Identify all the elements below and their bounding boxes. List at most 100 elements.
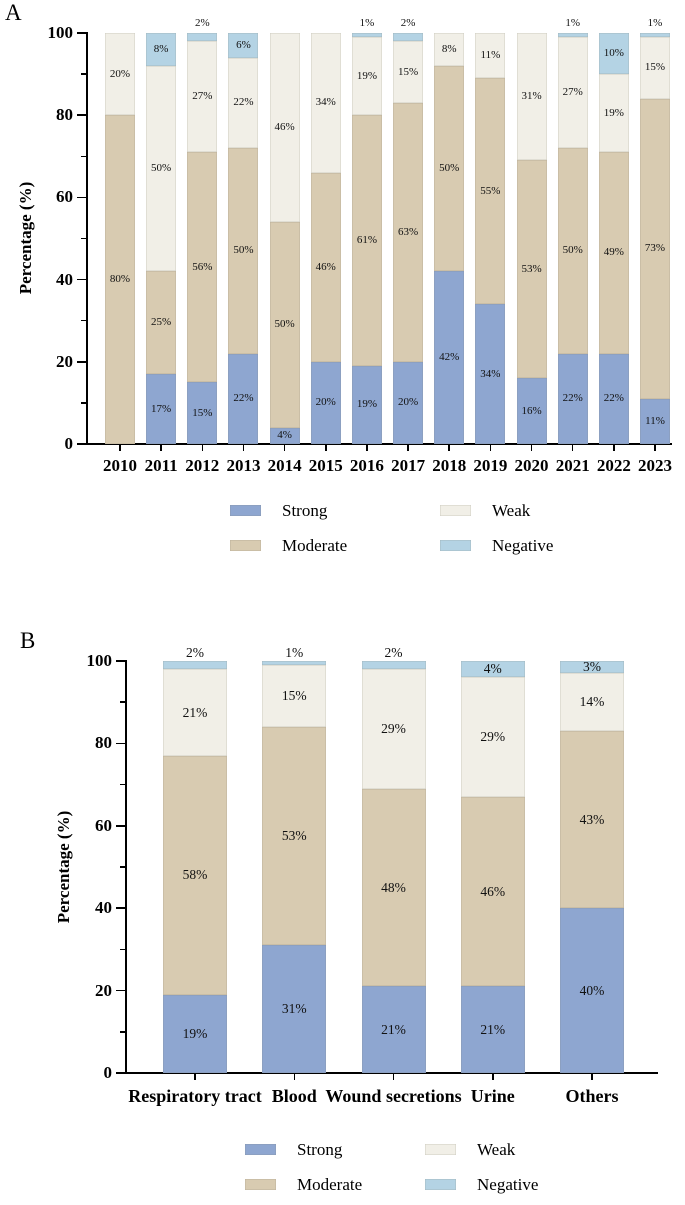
value-label-b-blood-negative: 1% [285,645,304,660]
segment-a-2018-moderate [434,65,465,272]
value-label-a-2011-moderate: 25% [151,316,172,329]
legend-label-b-negative: Negative [477,1175,539,1194]
y-tick-label-a-80: 80 [56,105,73,125]
segment-a-2019-strong [475,304,506,444]
segment-b-urine-moderate [460,796,525,987]
x-tick-a-2011 [160,445,162,451]
segment-b-urine-negative [460,661,525,678]
segment-b-respiratory-tract-moderate [163,755,227,995]
legend-swatch-b-weak [425,1144,456,1155]
value-label-b-wound-secretions-strong: 21% [381,1021,406,1037]
value-label-a-2014-weak: 46% [274,121,295,134]
segment-a-2023-negative [640,33,670,38]
segment-a-2014-moderate [269,222,300,428]
y-axis-a [86,32,88,445]
segment-a-2022-moderate [598,152,629,354]
x-tick-a-2019 [489,445,492,451]
segment-a-2017-weak [393,41,424,103]
panel-a-y-axis-title: Percentage (%) [16,181,35,295]
segment-a-2016-strong [351,365,382,444]
x-tick-a-2016 [366,445,368,451]
segment-a-2020-strong [516,378,547,444]
value-label-b-blood-strong: 31% [281,1001,307,1017]
value-label-a-2018-strong: 42% [439,351,460,364]
value-label-a-2010-weak: 20% [109,67,131,80]
value-label-a-2015-moderate: 46% [315,260,336,273]
value-label-b-urine-negative: 4% [483,661,502,677]
segment-a-2011-negative [146,33,177,66]
value-label-a-2016-weak: 19% [356,69,377,82]
y-tick-label-a-60: 60 [56,187,73,207]
segment-b-urine-strong [460,986,525,1073]
segment-a-2011-weak [146,65,177,272]
value-label-a-2012-moderate: 56% [192,260,213,273]
y-minor-tick-b-70 [120,783,125,786]
y-major-tick-b-80 [116,742,125,745]
y-major-tick-a-60 [77,196,86,199]
segment-a-2013-weak [228,57,259,149]
value-label-a-2022-weak: 19% [603,106,624,119]
segment-a-2021-strong [557,353,588,444]
segment-b-others-moderate [560,731,624,909]
value-label-a-2017-strong: 20% [397,396,419,409]
y-major-tick-a-20 [77,361,86,363]
y-tick-label-a-20: 20 [56,351,73,371]
segment-a-2014-strong [269,427,300,444]
x-label-b-others: Others [565,1086,619,1106]
segment-a-2013-negative [228,33,259,58]
x-tick-a-2012 [201,445,204,451]
y-minor-tick-a-90 [81,73,86,75]
value-label-a-2021-negative: 1% [565,17,581,29]
value-label-a-2014-strong: 4% [277,429,292,442]
value-label-a-2011-weak: 50% [151,162,172,175]
legend-label-a-moderate: Moderate [282,536,348,555]
segment-a-2020-weak [516,33,547,161]
x-axis-a [86,443,672,445]
x-tick-a-2014 [283,445,286,451]
value-label-b-urine-strong: 21% [480,1021,506,1037]
value-label-a-2013-negative: 6% [236,38,251,51]
y-major-tick-a-0 [77,443,86,445]
x-label-a-2020: 2020 [514,456,549,475]
x-tick-a-2021 [571,445,574,451]
y-tick-label-a-0: 0 [64,434,74,453]
segment-a-2022-negative [598,33,629,75]
y-tick-label-b-20: 20 [95,980,112,1000]
segment-a-2015-strong [310,361,341,444]
value-label-a-2022-moderate: 49% [603,246,624,259]
segment-a-2021-moderate [557,148,588,354]
segment-a-2010-moderate [105,115,135,444]
x-label-a-2017: 2017 [391,456,426,475]
segment-a-2017-moderate [393,102,424,362]
x-tick-b-wound-secretions [392,1074,395,1080]
value-label-b-others-strong: 40% [579,982,605,998]
legend-swatch-b-strong [245,1144,276,1155]
value-label-b-urine-weak: 29% [480,729,506,745]
segment-b-others-negative [560,661,624,674]
legend-label-b-moderate: Moderate [297,1175,363,1194]
y-tick-label-a-100: 100 [47,23,74,42]
value-label-a-2019-weak: 11% [480,49,501,62]
legend-label-b-strong: Strong [297,1140,343,1159]
segment-a-2017-strong [393,361,424,444]
value-label-a-2020-moderate: 53% [521,262,542,275]
y-minor-tick-a-50 [81,237,86,240]
panel-b-letter: B [20,628,36,653]
y-minor-tick-b-30 [120,948,125,951]
y-tick-label-b-80: 80 [95,733,112,753]
x-label-a-2013: 2013 [226,456,261,475]
segment-a-2010-weak [105,33,135,116]
segment-b-others-strong [560,908,624,1073]
y-tick-label-b-60: 60 [95,815,112,835]
x-label-a-2015: 2015 [308,456,343,475]
value-label-a-2023-negative: 1% [647,17,663,29]
y-major-tick-b-60 [116,825,125,827]
x-label-a-2019: 2019 [473,456,508,475]
value-label-a-2012-weak: 27% [192,90,213,103]
value-label-b-wound-secretions-weak: 29% [381,721,406,737]
x-tick-a-2020 [530,445,533,451]
x-label-a-2023: 2023 [638,456,672,475]
legend-label-b-weak: Weak [477,1140,516,1159]
segment-a-2019-weak [475,33,506,79]
